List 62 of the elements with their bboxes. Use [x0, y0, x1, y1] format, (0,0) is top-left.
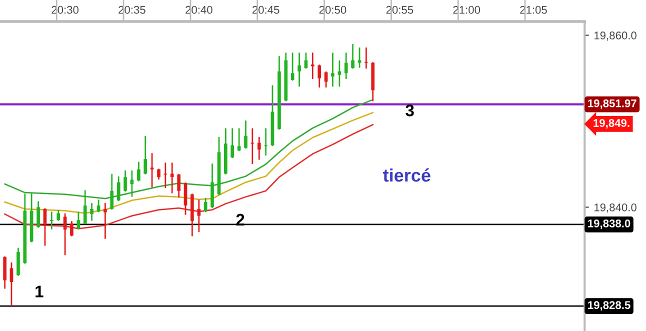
y-tick-label: 19,840.0 [594, 203, 636, 213]
candlestick [298, 52, 301, 87]
candlestick [110, 174, 114, 210]
candlestick [338, 60, 342, 87]
candlestick [257, 136, 261, 160]
x-tick-label: 21:00 [453, 6, 480, 14]
ref-line-label: 19,851.97 [588, 99, 636, 109]
annotation: 1 [36, 286, 44, 298]
candlestick [177, 174, 181, 198]
line-series [4, 124, 374, 230]
candlestick [116, 176, 120, 202]
candlestick [50, 212, 54, 230]
candlestick [331, 52, 334, 87]
candlestick [250, 128, 254, 164]
candlestick [184, 182, 188, 215]
candlestick [150, 153, 154, 188]
candlestick [164, 162, 168, 188]
candlestick [70, 221, 74, 236]
y-tick-label: 19,860.0 [594, 32, 636, 41]
x-tick-label: 20:45 [252, 6, 280, 14]
annotation: tiercé [383, 168, 430, 182]
candlestick [124, 170, 127, 192]
x-tick-label: 20:40 [186, 6, 212, 14]
candlestick [144, 136, 148, 174]
candlestick [304, 52, 308, 69]
candlestick [36, 201, 40, 228]
x-tick-label: 20:30 [52, 6, 79, 14]
candlestick [310, 52, 314, 79]
annotation: 3 [406, 104, 414, 116]
candlestick [318, 64, 322, 88]
candlestick [130, 170, 134, 197]
candlestick [237, 128, 241, 152]
x-tick-label: 20:55 [386, 6, 414, 14]
candlestick [137, 162, 140, 182]
candlestick [351, 44, 354, 69]
ref-line-label: 19,828.5 [588, 301, 630, 311]
candlestick [364, 47, 368, 69]
candlestick [344, 52, 348, 79]
x-tick-label: 21:05 [520, 6, 547, 14]
candlestick [104, 203, 107, 239]
candlestick [324, 72, 328, 88]
candlestick [16, 248, 20, 276]
candlestick [3, 256, 6, 289]
text: 19,849. [594, 119, 630, 129]
candlestick [230, 128, 234, 158]
candlestick [244, 120, 248, 149]
candlestick [197, 200, 201, 232]
candlestick [290, 52, 294, 81]
line-series [4, 99, 374, 200]
candlestick [358, 47, 362, 68]
ref-line-label: 19,838.0 [588, 220, 630, 229]
candlestick [157, 168, 160, 180]
candlestick [96, 200, 100, 212]
x-tick-label: 20:50 [319, 6, 346, 14]
x-tick-label: 20:35 [118, 6, 146, 14]
candlestick [204, 198, 208, 212]
candlestick [10, 262, 14, 306]
candlestick [56, 210, 60, 221]
candlestick [90, 203, 94, 221]
candlestick [170, 162, 174, 194]
candlestick [63, 213, 67, 256]
candlestick [83, 190, 87, 224]
